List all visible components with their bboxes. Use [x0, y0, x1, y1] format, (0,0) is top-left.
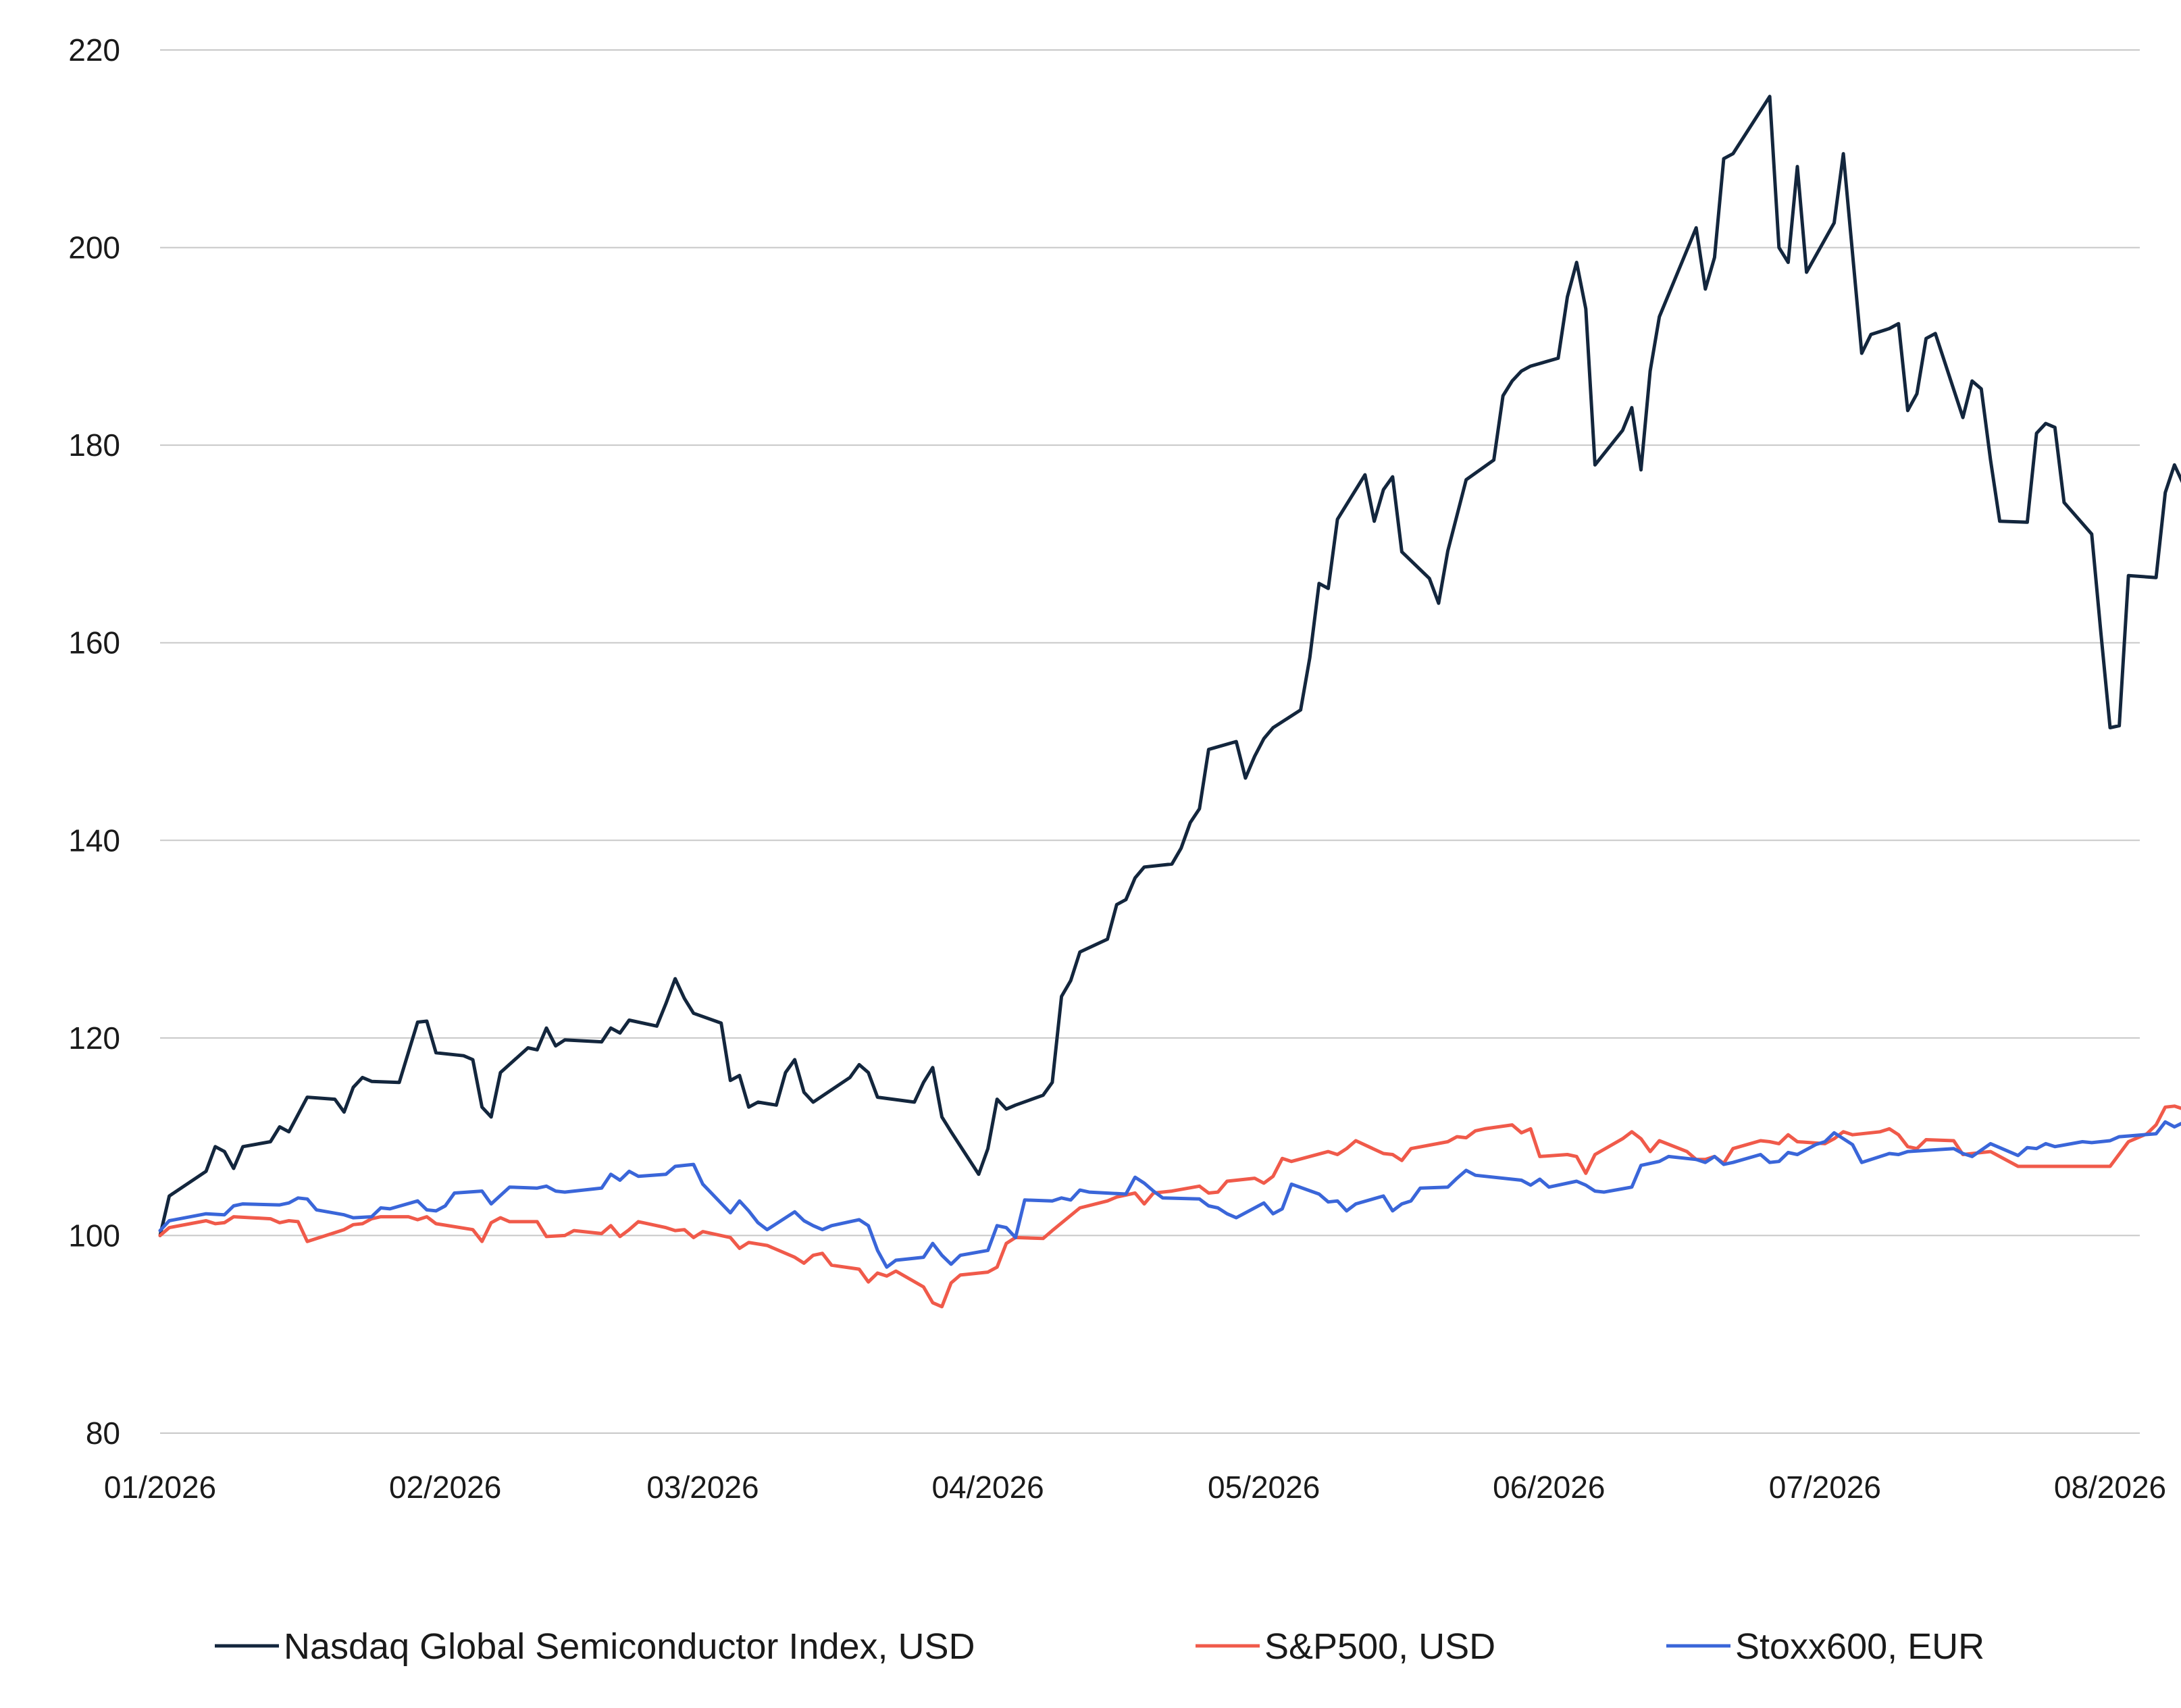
x-tick-label: 04/2026: [931, 1470, 1044, 1505]
legend: Nasdaq Global Semiconductor Index, USD S&…: [215, 1626, 1984, 1667]
y-tick-label: 180: [68, 428, 120, 463]
y-tick-label: 120: [68, 1020, 120, 1056]
x-axis-tick-labels: 01/2026 02/2026 03/2026 04/2026 05/2026 06/20…: [104, 1470, 2166, 1505]
legend-label: S&P500, USD: [1264, 1626, 1495, 1667]
series-lines: [158, 95, 2181, 1309]
legend-label: Nasdaq Global Semiconductor Index, USD: [284, 1626, 975, 1667]
series-line-1: [158, 1104, 2181, 1309]
x-tick-label: 06/2026: [1493, 1470, 1605, 1505]
y-tick-label: 80: [86, 1416, 120, 1451]
series-line-0: [158, 95, 2181, 1237]
x-tick-label: 05/2026: [1208, 1470, 1320, 1505]
y-tick-label: 200: [68, 230, 120, 265]
x-tick-label: 03/2026: [646, 1470, 759, 1505]
y-tick-label: 220: [68, 32, 120, 68]
x-tick-label: 01/2026: [104, 1470, 216, 1505]
series-line-2: [158, 1120, 2181, 1269]
y-tick-label: 100: [68, 1218, 120, 1253]
x-tick-label: 07/2026: [1769, 1470, 1881, 1505]
gridlines: [160, 49, 2140, 1434]
legend-label: Stoxx600, EUR: [1735, 1626, 1984, 1667]
y-axis-tick-labels: 80 100 120 140 160 180 200 220: [68, 32, 120, 1451]
y-tick-label: 160: [68, 625, 120, 661]
x-tick-label: 08/2026: [2054, 1470, 2166, 1505]
y-tick-label: 140: [68, 823, 120, 858]
x-tick-label: 02/2026: [389, 1470, 501, 1505]
